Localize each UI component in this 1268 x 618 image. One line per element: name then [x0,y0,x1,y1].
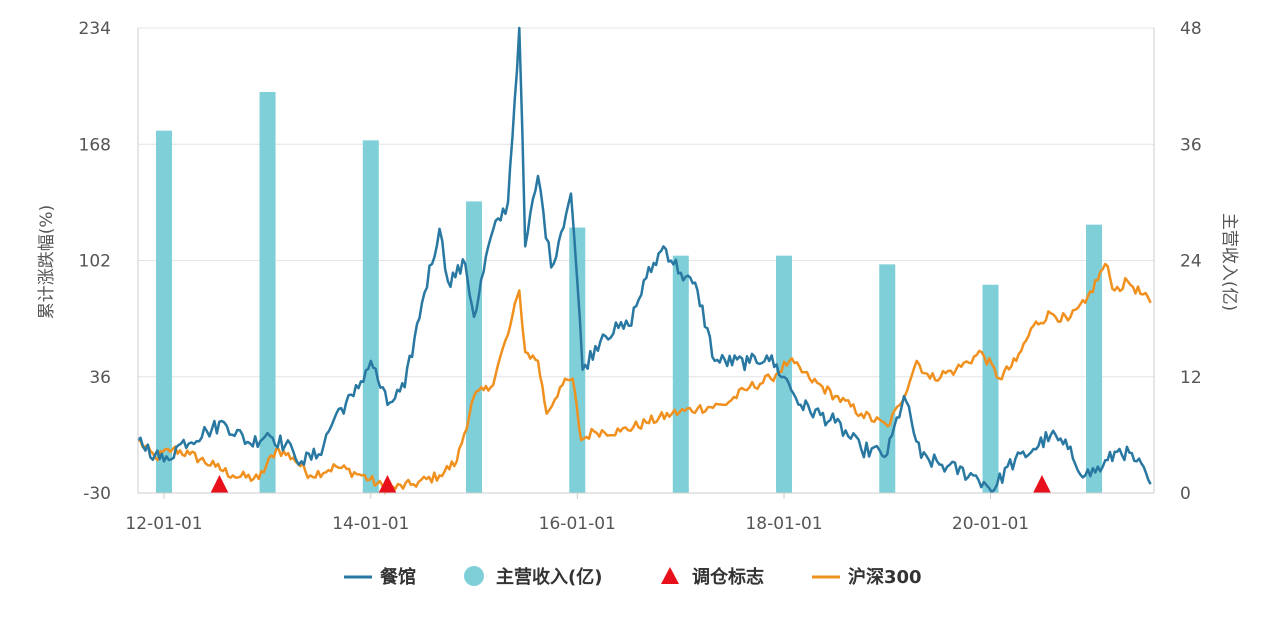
y2-tick-label: 0 [1180,484,1191,504]
y2-tick-label: 12 [1180,368,1202,388]
legend-label-hs300: 沪深300 [848,566,922,588]
y2-tick-label: 36 [1180,135,1202,155]
revenue-bar [776,255,793,493]
series-lines [137,26,1152,495]
legend-swatch-revenue [464,566,484,586]
y-tick-label: 102 [79,252,111,272]
rebalance-markers [210,475,1051,493]
gridlines [138,27,1154,378]
rebalance-marker [378,475,397,493]
legend-label-restaurant: 餐馆 [379,566,416,588]
rebalance-marker [1032,475,1051,493]
revenue-bar [982,284,999,493]
x-tick-label: 12-01-01 [125,514,202,534]
revenue-bar [466,201,483,493]
revenue-bar [672,255,689,493]
legend-swatch-rebalance [661,567,679,584]
legend-label-revenue: 主营收入(亿) [496,566,602,588]
revenue-bar [259,91,276,493]
revenue-bar [569,227,586,493]
axes: 234 48 168 36 102 24 36 12 -30 0 12-01-01 14-01-01 1… [79,19,1202,534]
y2-tick-label: 24 [1180,252,1202,272]
y-axis-title: 累计涨跌幅(%) [37,205,57,319]
x-tick-label: 14-01-01 [332,514,409,534]
revenue-bar [156,130,173,493]
revenue-bar [879,264,896,493]
hs300-line [137,262,1152,495]
x-tick-label: 16-01-01 [539,514,616,534]
restaurant-line [137,26,1152,494]
legend: 餐馆 主营收入(亿) 调仓标志 沪深300 [344,566,922,588]
y-tick-label: 36 [89,368,111,388]
y-tick-label: 234 [79,19,111,39]
y-tick-label: -30 [83,484,111,504]
y2-axis-title: 主营收入(亿) [1219,213,1239,311]
legend-label-rebalance: 调仓标志 [692,566,764,588]
x-tick-label: 18-01-01 [745,514,822,534]
revenue-bars [156,91,1103,493]
x-tick-label: 20-01-01 [952,514,1029,534]
y2-tick-label: 48 [1180,19,1202,39]
revenue-bar [362,140,379,493]
rebalance-marker [210,475,229,493]
y-tick-label: 168 [79,135,111,155]
revenue-bar [1086,224,1103,493]
